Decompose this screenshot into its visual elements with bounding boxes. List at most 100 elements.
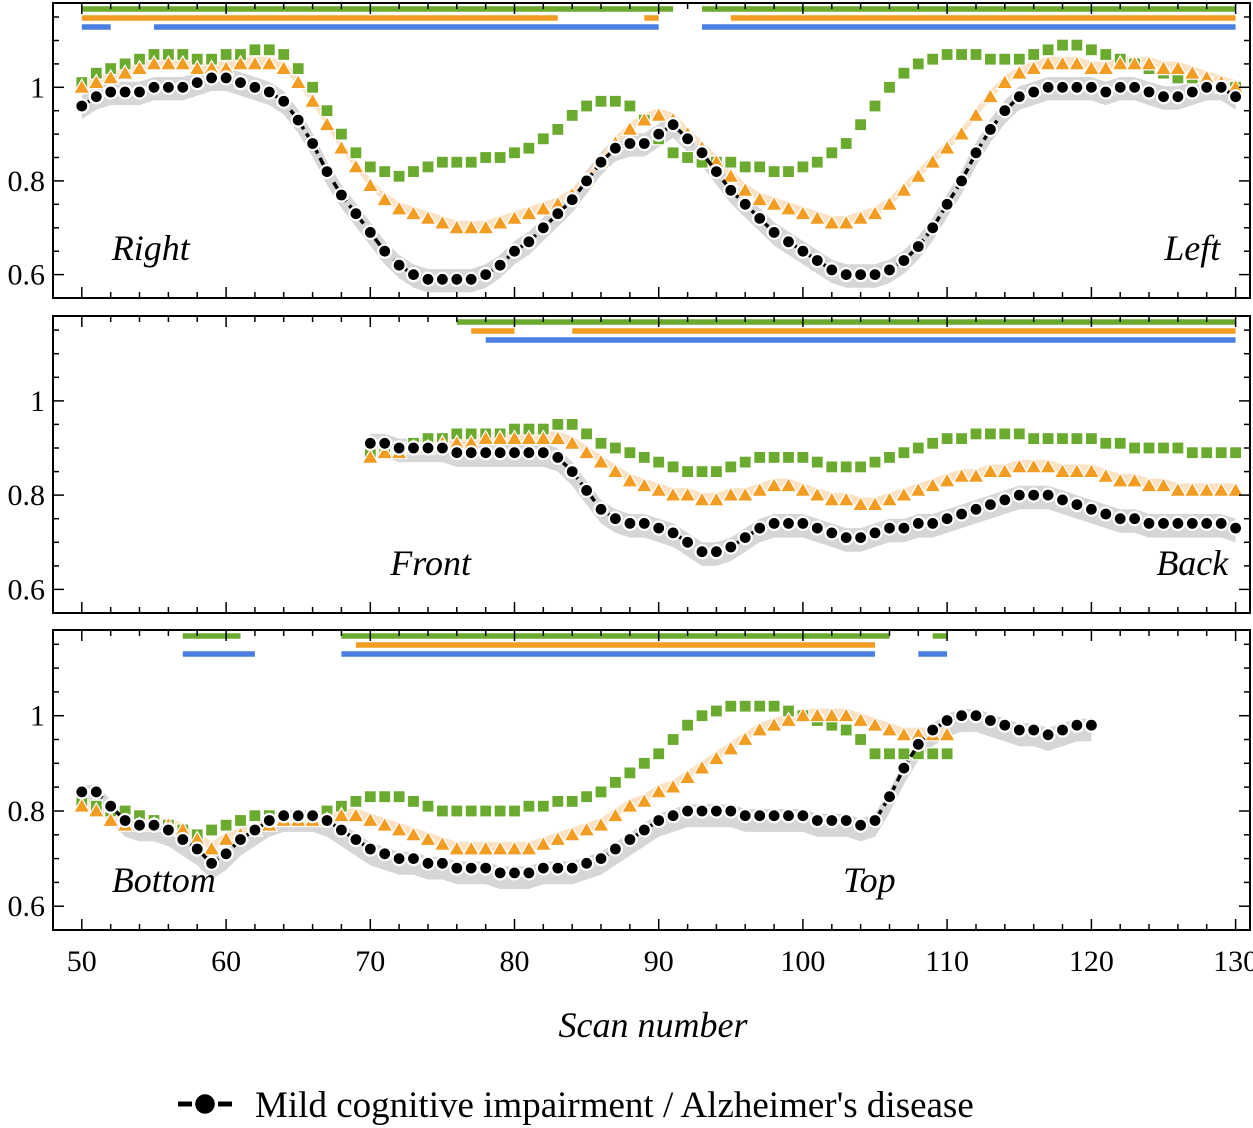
orange-triangle-point <box>577 820 596 837</box>
legend-dot-marker <box>192 1091 218 1117</box>
orange-triangle-point <box>591 452 611 469</box>
black-dot-point <box>1227 520 1244 536</box>
green-square-point <box>507 146 522 160</box>
orange-triangle-point <box>217 830 236 847</box>
panel-right-left: 0.6 0.8 1 Right Left <box>8 2 1251 299</box>
black-dot-point <box>968 708 984 724</box>
green-square-point <box>998 427 1012 441</box>
orange-triangle-point <box>1024 59 1043 76</box>
orange-triangle-point <box>750 481 769 497</box>
black-dot-point <box>766 224 782 240</box>
black-dot-point <box>405 440 422 456</box>
black-dot-point <box>1083 717 1100 733</box>
black-dot-point <box>103 798 119 814</box>
region-label-left: Bottom <box>112 860 216 900</box>
orange-triangle-point <box>1096 467 1115 483</box>
green-square-point <box>1200 446 1214 460</box>
black-dot-point <box>535 445 551 461</box>
orange-triangle-point <box>822 706 841 723</box>
black-dot-point <box>420 440 436 456</box>
orange-triangle-point <box>765 195 784 211</box>
orange-triangle-point <box>837 213 856 230</box>
y-tick-label: 1 <box>30 385 45 418</box>
green-square-point <box>1113 436 1127 450</box>
black-dot-point <box>795 808 811 824</box>
black-dot-point <box>261 812 277 829</box>
black-dot-point <box>651 520 667 536</box>
green-square-point <box>536 132 550 146</box>
green-square-point <box>853 732 868 747</box>
black-dot-point <box>1213 515 1229 532</box>
green-square-point <box>983 427 998 441</box>
green-square-point <box>1070 38 1084 52</box>
green-square-point <box>320 104 334 118</box>
green-square-point <box>911 57 925 71</box>
orange-triangle-point <box>894 181 913 197</box>
black-dot-point <box>391 850 407 867</box>
black-dot-point <box>896 252 912 269</box>
green-square-point <box>695 465 709 479</box>
black-dot-point <box>1112 511 1128 527</box>
black-dot-point <box>737 196 753 212</box>
orange-triangle-point <box>779 711 798 728</box>
green-square-point <box>349 794 363 809</box>
orange-triangle-point <box>620 471 639 488</box>
black-dot-point <box>434 440 450 456</box>
black-dot-point <box>362 435 378 451</box>
black-dot-point <box>968 145 984 161</box>
green-square-point <box>839 136 853 151</box>
black-dot-point <box>261 84 277 100</box>
orange-triangle-point <box>851 711 870 728</box>
region-label-right: Top <box>843 860 896 900</box>
black-dot-point <box>737 808 753 824</box>
black-dot-point <box>449 445 465 461</box>
orange-triangle-point <box>678 485 697 502</box>
green-square-point <box>551 794 565 809</box>
green-square-point <box>205 823 219 837</box>
orange-triangle-point <box>505 429 524 446</box>
green-square-point <box>522 799 536 813</box>
green-square-point <box>954 432 969 446</box>
black-dot-point <box>708 164 725 180</box>
orange-triangle-point <box>433 213 452 230</box>
black-dot-point <box>204 70 220 86</box>
black-dot-point <box>1184 84 1200 100</box>
black-dot-point <box>391 440 407 456</box>
black-dot-point <box>1040 727 1056 743</box>
green-square-point <box>724 460 738 474</box>
black-dot-point <box>146 79 162 95</box>
orange-triangle-point <box>865 495 885 512</box>
black-dot-point <box>348 206 364 222</box>
orange-triangle-point <box>649 481 668 497</box>
orange-triangle-point <box>390 199 409 216</box>
black-dot-point <box>852 817 869 833</box>
orange-triangle-point <box>952 467 971 483</box>
orange-triangle-point <box>765 715 784 732</box>
green-square-point <box>334 127 348 141</box>
green-square-point <box>926 747 940 761</box>
orange-triangle-point <box>173 54 192 71</box>
orange-triangle-point <box>447 839 466 856</box>
black-dot-point <box>463 271 479 287</box>
orange-triangle-point <box>1067 54 1086 71</box>
black-dot-point <box>838 812 854 829</box>
black-dot-point <box>651 812 667 829</box>
black-dot-point <box>694 145 710 161</box>
black-dot-point <box>160 822 176 838</box>
orange-triangle-point <box>880 195 899 211</box>
green-square-point <box>507 804 522 818</box>
black-dot-point <box>218 70 234 86</box>
black-dot-point <box>550 206 566 222</box>
black-dot-point <box>564 860 580 876</box>
black-dot-point <box>1069 717 1085 733</box>
black-dot-point <box>333 822 349 838</box>
x-tick-label: 110 <box>925 945 969 978</box>
black-dot-point <box>723 182 739 198</box>
orange-triangle-point <box>707 749 726 766</box>
green-square-point <box>911 441 925 455</box>
green-square-point <box>753 699 767 713</box>
green-square-point <box>1041 432 1055 446</box>
black-dot-point <box>348 831 364 848</box>
panel-frame <box>52 629 1251 931</box>
green-square-point <box>853 118 868 132</box>
